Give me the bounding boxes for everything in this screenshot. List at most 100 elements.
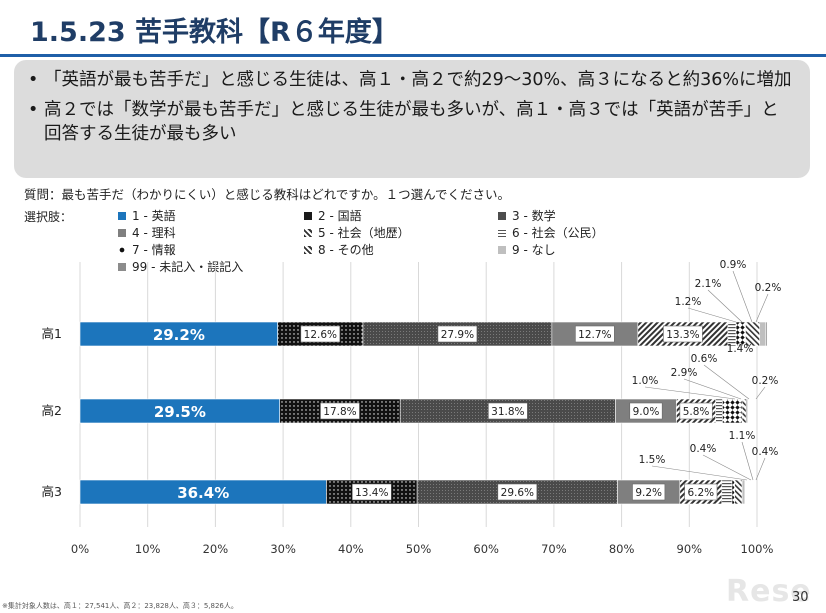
data-label: 13.3%: [666, 329, 699, 341]
legend-label: 2 - 国語: [318, 209, 362, 223]
x-tick-label: 20%: [203, 542, 229, 556]
x-tick-label: 40%: [338, 542, 364, 556]
callout-label: 0.4%: [752, 446, 779, 458]
data-label-box: [663, 325, 703, 343]
bar-segment: [79, 321, 278, 347]
data-label: 9.2%: [635, 487, 662, 499]
legend-swatch: [118, 211, 126, 220]
legend-swatch: [498, 228, 506, 237]
chart-legend: 1 - 英語 2 - 国語 3 - 数学 4 - 理科 5 - 社会（地歴） 6 - 社会…: [118, 207, 678, 277]
legend-swatch: [118, 245, 126, 254]
summary-box: 「英語が最も苦手だ」と感じる生徒は、高１・高２で約29～30%、高３になると約3…: [14, 60, 810, 178]
legend-item: 8 - その他: [304, 241, 374, 258]
bar-segment: [745, 398, 748, 424]
callout-leader-line: [644, 386, 736, 400]
x-tick-label: 30%: [270, 542, 296, 556]
callout-leader-line: [755, 386, 766, 400]
data-label: 12.6%: [304, 329, 337, 341]
legend-item: 7 - 情報: [118, 241, 176, 258]
callout-label: 1.1%: [729, 430, 756, 442]
question-text: 質問：最も苦手だ（わかりにくい）と感じる教科はどれですか。１つ選んでください。: [24, 187, 511, 202]
data-label-box: [351, 483, 392, 501]
page-number: 30: [792, 590, 809, 605]
data-label-box: [497, 483, 538, 501]
bar-segment: [734, 479, 743, 505]
bar-segment: [715, 398, 723, 424]
legend-item: 1 - 英語: [118, 207, 176, 224]
legend-item: 9 - なし: [498, 241, 556, 258]
callout-label: 1.5%: [639, 454, 666, 466]
callout-label: 1.2%: [675, 296, 702, 308]
title-bar: 1.5.23 苦手教科【R６年度】: [0, 0, 826, 57]
x-tick-label: 10%: [135, 542, 161, 556]
resemom-logo: Rese: [726, 574, 812, 609]
x-tick-label: 0%: [71, 542, 89, 556]
callout-leader-line: [732, 270, 753, 323]
data-label: 36.4%: [177, 484, 229, 502]
callout-label: 0.9%: [720, 259, 747, 271]
chart-data-labels: 29.2% 12.6% 27.9% 12.7% 13.3% 29.5% 17.8% 31.8%…: [153, 259, 782, 502]
callout-label: 1.0%: [632, 375, 659, 387]
callout-leader-line: [755, 293, 769, 323]
callout-label: 0.4%: [690, 443, 717, 455]
category-label: 高2: [42, 403, 62, 418]
legend-label: 6 - 社会（公民）: [512, 226, 604, 240]
options-label: 選択肢：: [24, 210, 73, 224]
data-label: 29.6%: [501, 487, 534, 499]
data-label: 5.8%: [683, 406, 710, 418]
data-label-box: [437, 325, 478, 343]
x-tick-label: 100%: [741, 542, 774, 556]
legend-swatch: [304, 211, 312, 220]
callout-label: 0.6%: [691, 353, 718, 365]
legend-swatch: [498, 245, 506, 254]
data-label-box: [679, 402, 713, 420]
legend-swatch: [304, 228, 312, 237]
data-label: 31.8%: [491, 406, 524, 418]
summary-bullet-1: 「英語が最も苦手だ」と感じる生徒は、高１・高２で約29～30%、高３になると約3…: [28, 68, 796, 92]
legend-swatch: [118, 262, 126, 271]
data-label: 6.2%: [687, 487, 714, 499]
bar-segment: [741, 479, 746, 505]
data-label: 9.0%: [633, 406, 660, 418]
data-label: 17.8%: [323, 406, 356, 418]
legend-label: 8 - その他: [318, 243, 374, 257]
category-label: 高3: [42, 484, 62, 499]
legend-label: 7 - 情報: [132, 243, 176, 257]
bar-segment: [731, 479, 735, 505]
callout-leader-line: [707, 289, 743, 323]
bar-segment: [79, 398, 281, 424]
data-label-box: [575, 325, 615, 343]
category-label: 高1: [42, 326, 62, 341]
callout-label: 0.2%: [752, 375, 779, 387]
data-label-box: [684, 483, 718, 501]
data-label: 12.7%: [578, 329, 611, 341]
legend-swatch: [304, 245, 312, 254]
data-label-box: [632, 483, 666, 501]
legend-item: 4 - 理科: [118, 224, 176, 241]
chart-x-axis: 0% 10% 20% 30% 40% 50% 60% 70% 80% 90% 100% 高1 高2 高3: [42, 326, 774, 556]
callout-leader-line: [683, 378, 742, 400]
legend-label: 5 - 社会（地歴）: [318, 226, 410, 240]
callout-label: 1.4%: [727, 343, 754, 355]
callout-label: 0.2%: [755, 282, 782, 294]
bar-segment: [722, 398, 743, 424]
legend-swatch: [118, 228, 126, 237]
summary-bullet-2: 高２では「数学が最も苦手だ」と感じる生徒が最も多いが、高１・高３では「英語が苦手…: [28, 98, 796, 146]
summary-list: 「英語が最も苦手だ」と感じる生徒は、高１・高２で約29～30%、高３になると約3…: [14, 60, 810, 146]
bar-segment: [741, 398, 747, 424]
data-label: 27.9%: [441, 329, 474, 341]
bar-segment: [721, 479, 733, 505]
callout-leader-line: [651, 465, 748, 481]
bar-segment: [765, 321, 768, 347]
callout-label: 2.1%: [695, 278, 722, 290]
x-tick-label: 60%: [473, 542, 499, 556]
data-label: 29.5%: [154, 403, 206, 421]
legend-item: 3 - 数学: [498, 207, 556, 224]
callout-label: 2.9%: [671, 367, 698, 379]
callout-leader-line: [703, 364, 750, 400]
legend-item: 6 - 社会（公民）: [498, 224, 604, 241]
legend-label: 4 - 理科: [132, 226, 176, 240]
x-tick-label: 50%: [406, 542, 432, 556]
bar-segment: [79, 479, 327, 505]
